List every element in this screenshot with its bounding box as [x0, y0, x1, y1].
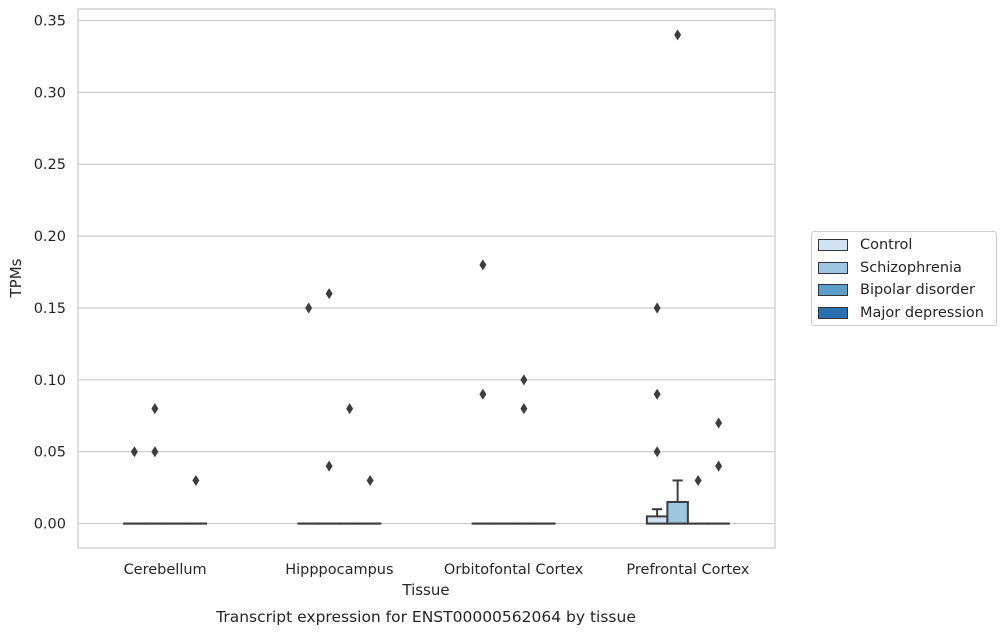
legend-label-schizophrenia: Schizophrenia	[860, 260, 962, 276]
legend-item-major-depression: Major depression	[818, 303, 984, 323]
legend-label-bipolar-disorder: Bipolar disorder	[860, 282, 975, 298]
x-tick-label: Orbitofontal Cortex	[444, 562, 584, 578]
y-tick-label: 0.35	[34, 13, 66, 29]
legend-label-control: Control	[860, 237, 913, 253]
legend-label-major-depression: Major depression	[860, 305, 984, 321]
outlier-control-prefrontal-cortex	[653, 446, 661, 458]
box-schizophrenia-prefrontal-cortex	[666, 501, 689, 525]
outlier-control-orbitofontal-cortex	[479, 259, 487, 271]
x-axis-label: Tissue	[401, 581, 449, 599]
outlier-control-prefrontal-cortex	[653, 388, 661, 400]
x-tick-label: Prefrontal Cortex	[626, 562, 749, 578]
box-plot-boxes	[123, 29, 730, 525]
legend-item-bipolar-disorder: Bipolar disorder	[818, 280, 975, 300]
legend-item-control: Control	[818, 235, 912, 255]
outlier-major-depression-prefrontal-cortex	[715, 417, 723, 429]
legend-swatch-bipolar-disorder	[818, 284, 848, 296]
x-tick-label: Cerebellum	[124, 562, 207, 578]
y-axis-ticks: 0.00 0.05 0.10 0.15 0.20 0.25 0.30 0.35	[34, 13, 66, 532]
grid-lines	[78, 19, 775, 525]
outlier-major-depression-cerebellum	[192, 474, 200, 486]
y-tick-label: 0.30	[34, 85, 66, 101]
chart-title: Transcript expression for ENST0000056206…	[215, 608, 636, 626]
outlier-schizophrenia-cerebellum	[151, 403, 159, 415]
outlier-schizophrenia-hipppocampus	[325, 460, 333, 472]
outlier-schizophrenia-cerebellum	[151, 446, 159, 458]
outlier-control-prefrontal-cortex	[653, 302, 661, 314]
y-axis-label: TPMs	[7, 258, 25, 298]
legend-swatch-schizophrenia	[818, 262, 848, 274]
outlier-bipolar-disorder-hipppocampus	[346, 403, 354, 415]
outlier-bipolar-disorder-orbitofontal-cortex	[520, 403, 528, 415]
plot-frame	[77, 8, 776, 549]
y-tick-label: 0.00	[34, 517, 66, 533]
outlier-schizophrenia-hipppocampus	[325, 288, 333, 300]
outlier-control-orbitofontal-cortex	[479, 388, 487, 400]
legend-item-schizophrenia: Schizophrenia	[818, 258, 962, 278]
outlier-control-cerebellum	[130, 446, 138, 458]
outlier-major-depression-prefrontal-cortex	[715, 460, 723, 472]
y-tick-label: 0.15	[34, 301, 66, 317]
legend-swatch-major-depression	[818, 307, 848, 319]
x-axis-ticks: Cerebellum Hipppocampus Orbitofontal Corte…	[124, 562, 750, 578]
outlier-control-hipppocampus	[305, 302, 313, 314]
y-tick-label: 0.05	[34, 445, 66, 461]
outlier-bipolar-disorder-prefrontal-cortex	[694, 474, 702, 486]
y-tick-label: 0.25	[34, 157, 66, 173]
y-tick-label: 0.10	[34, 373, 66, 389]
box-control-prefrontal-cortex	[645, 515, 669, 525]
outlier-schizophrenia-prefrontal-cortex	[674, 29, 682, 41]
legend-swatch-control	[818, 239, 848, 251]
x-tick-label: Hipppocampus	[285, 562, 393, 578]
legend: Control Schizophrenia Bipolar disorder M…	[811, 231, 997, 326]
y-tick-label: 0.20	[34, 229, 66, 245]
outlier-major-depression-hipppocampus	[366, 474, 374, 486]
outlier-bipolar-disorder-orbitofontal-cortex	[520, 374, 528, 386]
